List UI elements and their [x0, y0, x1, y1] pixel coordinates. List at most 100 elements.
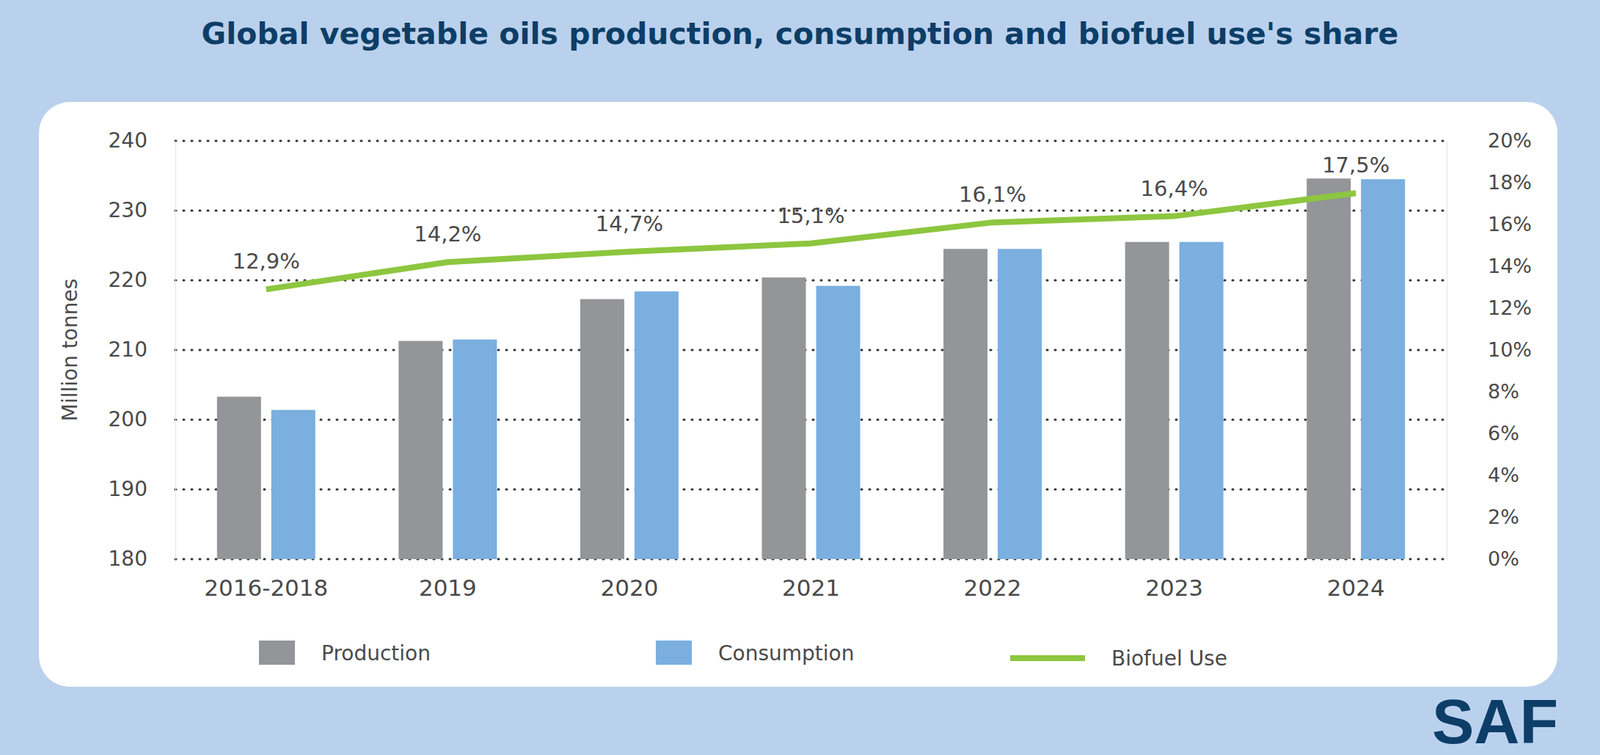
y-tick: 210 — [108, 337, 176, 362]
y2-tick-label: 16% — [1487, 212, 1532, 236]
bar — [1179, 242, 1224, 560]
y2-tick-label: 8% — [1487, 380, 1520, 403]
data-labels: 12,9%14,2%14,7%15,1%16,1%16,4%17,5% — [232, 152, 1391, 274]
y2-tick: 18% — [1446, 170, 1532, 194]
grid — [175, 140, 1447, 560]
data-label: 17,5% — [1321, 152, 1390, 178]
bar — [217, 396, 262, 560]
x-tick-label: 2024 — [1327, 574, 1386, 601]
bar — [762, 277, 807, 560]
y2-tick: 14% — [1446, 254, 1532, 278]
y-tick-label: 220 — [108, 267, 148, 292]
y2-tick: 12% — [1446, 296, 1532, 320]
y-axis: 180 190 200 210 220 230 240 — [108, 128, 177, 571]
logo: SAF — [1432, 685, 1559, 755]
y2-tick: 20% — [1446, 129, 1532, 152]
legend: Production Consumption Biofuel Use — [258, 640, 1228, 671]
background — [0, 0, 1600, 755]
x-tick: 2022 — [963, 559, 1022, 601]
y2-tick: 0% — [1446, 547, 1520, 571]
y2-tick: 16% — [1446, 212, 1532, 236]
y-tick-label: 190 — [108, 476, 148, 502]
y2-tick-label: 0% — [1487, 547, 1520, 571]
y2-tick: 4% — [1446, 463, 1520, 487]
legend-item: Biofuel Use — [1010, 646, 1228, 671]
bar — [634, 291, 679, 560]
y-tick-label: 240 — [108, 128, 148, 153]
legend-item: Production — [258, 640, 431, 666]
x-tick-label: 2023 — [1145, 574, 1204, 601]
x-tick: 2023 — [1145, 559, 1204, 601]
x-axis-line — [176, 559, 1448, 560]
legend-item: Consumption — [655, 640, 854, 666]
y2-tick: 8% — [1446, 380, 1520, 403]
x-tick-label: 2021 — [782, 574, 840, 601]
bar — [1306, 178, 1351, 560]
y2-tick-label: 6% — [1487, 421, 1520, 445]
y2-tick-label: 18% — [1487, 170, 1532, 194]
y-tick: 230 — [108, 198, 176, 223]
y2-tick-label: 4% — [1487, 463, 1520, 487]
legend-swatch — [655, 640, 692, 665]
y2-tick-label: 12% — [1487, 296, 1532, 320]
x-tick: 2019 — [418, 559, 477, 601]
x-tick-label: 2016-2018 — [203, 574, 328, 601]
y-tick-label: 230 — [108, 198, 148, 223]
legend-swatch — [258, 640, 295, 665]
y2-tick: 6% — [1446, 421, 1520, 445]
data-label: 14,7% — [595, 211, 664, 237]
bar — [271, 410, 316, 560]
data-label: 15,1% — [776, 203, 845, 229]
y2-tick-label: 2% — [1487, 505, 1520, 529]
x-tick: 2016-2018 — [203, 559, 328, 601]
y2-tick-label: 10% — [1487, 338, 1532, 361]
legend-label: Biofuel Use — [1111, 646, 1228, 671]
legend-swatch — [1010, 655, 1086, 661]
x-tick-label: 2020 — [600, 574, 659, 601]
x-tick: 2021 — [782, 559, 840, 601]
data-label: 16,4% — [1140, 176, 1209, 202]
y2-tick-label: 14% — [1487, 254, 1532, 278]
grid-line — [175, 418, 1447, 422]
x-tick: 2024 — [1327, 559, 1386, 601]
grid-line — [175, 488, 1447, 491]
y2-tick: 2% — [1446, 505, 1520, 529]
bar — [452, 339, 497, 560]
line — [266, 192, 1356, 290]
legend-label: Consumption — [718, 641, 854, 666]
chart: Global vegetable oils production, consum… — [0, 0, 1600, 755]
x-tick-label: 2022 — [963, 574, 1022, 601]
y2-tick: 10% — [1446, 338, 1532, 361]
grid-line — [175, 349, 1447, 352]
y-tick: 220 — [108, 267, 176, 292]
y-tick-label: 210 — [108, 337, 148, 362]
grid-line — [175, 140, 1447, 143]
y2-axis: 0% 2% 4% 6% 8% 10% 12% 14% 16% 18% 20% — [1446, 129, 1532, 571]
y-axis-line — [175, 141, 177, 560]
bar — [816, 286, 861, 560]
bar — [580, 299, 625, 560]
x-axis: 2016-2018 2019 2020 2021 2022 2023 2024 — [176, 559, 1448, 601]
panel — [38, 101, 1558, 687]
y2-tick-label: 20% — [1487, 129, 1532, 152]
y-tick: 240 — [108, 128, 176, 153]
y-tick-label: 180 — [108, 546, 148, 571]
y-tick: 200 — [108, 407, 176, 432]
grid-line — [175, 279, 1447, 282]
title: Global vegetable oils production, consum… — [201, 16, 1399, 52]
y-tick: 180 — [108, 546, 176, 571]
data-label: 14,2% — [413, 221, 482, 247]
bar — [997, 248, 1042, 560]
bar — [943, 248, 988, 560]
x-tick-label: 2019 — [418, 574, 477, 601]
grid-line — [175, 558, 1447, 561]
data-label: 12,9% — [232, 248, 301, 274]
y-tick: 190 — [108, 476, 176, 502]
y-tick-label: 200 — [108, 407, 148, 432]
bar — [1125, 242, 1170, 560]
marks — [217, 178, 1405, 560]
legend-label: Production — [321, 641, 431, 666]
bar — [1360, 179, 1405, 560]
x-tick: 2020 — [600, 559, 659, 601]
y2-axis-line — [1446, 141, 1448, 560]
